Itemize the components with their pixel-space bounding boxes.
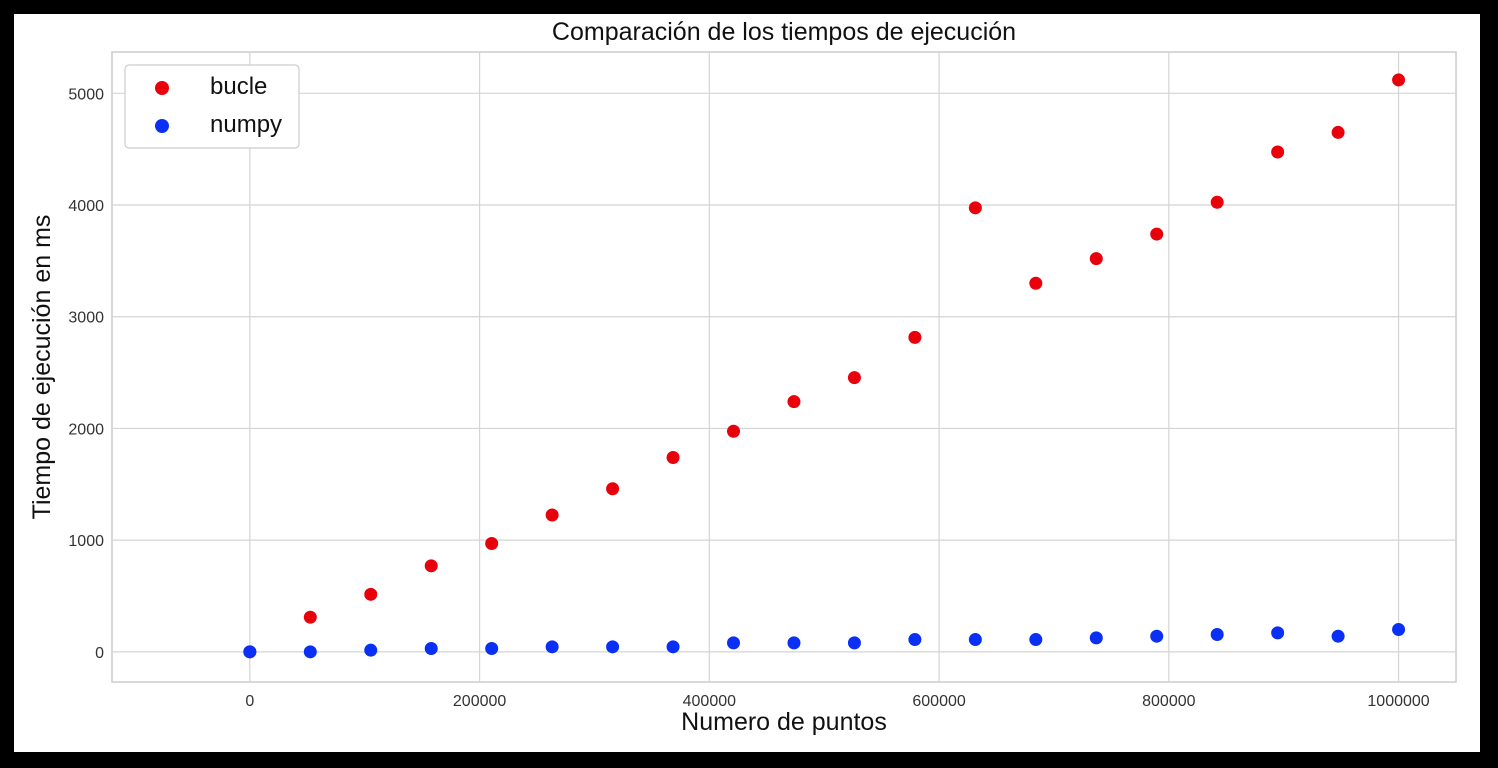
point-bucle-13 bbox=[1029, 276, 1043, 290]
y-tick-label: 0 bbox=[95, 645, 104, 662]
y-tick-label: 1000 bbox=[68, 533, 104, 550]
point-bucle-10 bbox=[847, 371, 861, 385]
tick-labels: 0 200000 400000 600000 800000 1000000 0 1000 200… bbox=[68, 86, 1429, 710]
x-tick-label: 200000 bbox=[453, 693, 506, 710]
x-tick-label: 0 bbox=[245, 693, 254, 710]
point-bucle-7 bbox=[666, 450, 680, 464]
point-bucle-11 bbox=[908, 330, 922, 344]
point-numpy-0 bbox=[243, 645, 257, 659]
point-bucle-9 bbox=[787, 395, 801, 409]
point-numpy-14 bbox=[1089, 631, 1103, 645]
x-tick-label: 600000 bbox=[912, 693, 965, 710]
point-numpy-7 bbox=[666, 640, 680, 654]
point-numpy-16 bbox=[1210, 628, 1224, 642]
point-bucle-19 bbox=[1392, 73, 1406, 87]
point-bucle-3 bbox=[424, 559, 438, 573]
point-bucle-15 bbox=[1150, 227, 1164, 241]
point-numpy-8 bbox=[727, 636, 741, 650]
point-numpy-4 bbox=[485, 641, 499, 655]
point-bucle-2 bbox=[364, 587, 378, 601]
x-tick-label: 400000 bbox=[683, 693, 736, 710]
point-numpy-15 bbox=[1150, 629, 1164, 643]
point-bucle-5 bbox=[545, 508, 559, 522]
legend-label-bucle: bucle bbox=[210, 73, 267, 100]
grid bbox=[112, 52, 1456, 682]
x-tick-label: 1000000 bbox=[1367, 693, 1429, 710]
x-tick-label: 800000 bbox=[1142, 693, 1195, 710]
point-numpy-5 bbox=[545, 640, 559, 654]
point-numpy-1 bbox=[303, 645, 317, 659]
point-bucle-14 bbox=[1089, 252, 1103, 266]
point-numpy-17 bbox=[1271, 626, 1285, 640]
point-numpy-12 bbox=[968, 633, 982, 647]
point-numpy-6 bbox=[606, 640, 620, 654]
y-tick-label: 2000 bbox=[68, 421, 104, 438]
point-numpy-11 bbox=[908, 633, 922, 647]
point-numpy-2 bbox=[364, 643, 378, 657]
plot-area bbox=[111, 51, 1457, 683]
point-numpy-19 bbox=[1392, 623, 1406, 636]
point-bucle-18 bbox=[1331, 125, 1345, 139]
legend-label-numpy: numpy bbox=[210, 111, 282, 138]
point-bucle-4 bbox=[485, 536, 499, 550]
y-tick-label: 4000 bbox=[68, 198, 104, 215]
point-bucle-6 bbox=[606, 482, 620, 496]
point-numpy-13 bbox=[1029, 633, 1043, 647]
point-bucle-12 bbox=[968, 201, 982, 215]
legend-marker-bucle bbox=[155, 81, 169, 95]
chart-title: Comparación de los tiempos de ejecución bbox=[552, 18, 1016, 46]
legend-marker-numpy bbox=[155, 119, 169, 133]
y-tick-label: 5000 bbox=[68, 86, 104, 103]
y-tick-label: 3000 bbox=[68, 310, 104, 327]
x-axis-title: Numero de puntos bbox=[681, 708, 887, 736]
point-numpy-18 bbox=[1331, 629, 1345, 643]
point-bucle-17 bbox=[1271, 145, 1285, 159]
chart-frame: 0 200000 400000 600000 800000 1000000 0 1000 200… bbox=[14, 14, 1480, 752]
point-bucle-16 bbox=[1210, 195, 1224, 209]
y-axis-title: Tiempo de ejecución en ms bbox=[28, 215, 56, 520]
point-numpy-10 bbox=[847, 636, 861, 650]
data-points bbox=[243, 73, 1406, 659]
point-bucle-1 bbox=[303, 610, 317, 624]
point-bucle-8 bbox=[727, 424, 741, 438]
chart-canvas: 0 200000 400000 600000 800000 1000000 0 1000 200… bbox=[28, 18, 1457, 736]
point-numpy-3 bbox=[424, 641, 438, 655]
legend: bucle numpy bbox=[124, 64, 300, 149]
point-numpy-9 bbox=[787, 636, 801, 650]
